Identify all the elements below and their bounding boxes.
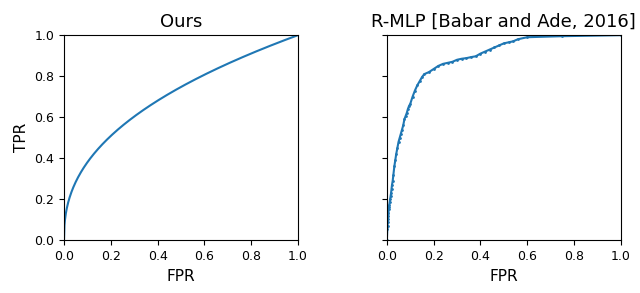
- Y-axis label: TPR: TPR: [13, 123, 29, 152]
- Title: R-MLP [Babar and Ade, 2016]: R-MLP [Babar and Ade, 2016]: [371, 13, 636, 31]
- X-axis label: FPR: FPR: [166, 269, 195, 284]
- Title: Ours: Ours: [160, 13, 202, 31]
- X-axis label: FPR: FPR: [490, 269, 518, 284]
